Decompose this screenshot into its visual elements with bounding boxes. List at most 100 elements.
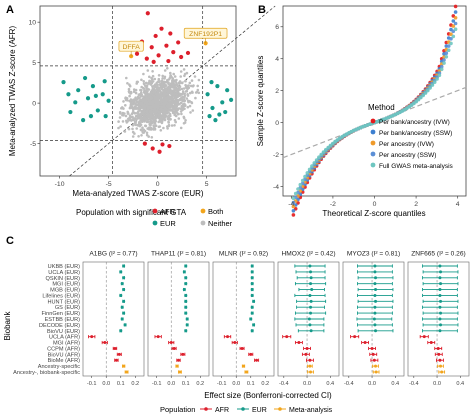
qq-point	[446, 48, 451, 52]
legend-eur-label: EUR	[160, 219, 176, 228]
effect-point	[438, 305, 442, 309]
legend-c-eur-label: EUR	[252, 407, 267, 414]
panel-b-y-ticks: -4 -2 0 2 4 6	[273, 24, 283, 191]
neither-point	[142, 72, 145, 76]
neither-point	[157, 94, 160, 97]
effect-point	[309, 370, 313, 374]
neither-point	[163, 99, 166, 102]
effect-point	[436, 346, 440, 350]
qq-point	[324, 147, 328, 152]
facet-strip	[83, 247, 144, 258]
effect-point	[308, 264, 312, 268]
neither-point	[139, 119, 143, 122]
facet-strip	[213, 247, 274, 258]
eur-point	[205, 92, 210, 97]
neither-point	[138, 103, 141, 106]
x-tick-label: 4	[456, 201, 460, 208]
legend-neither-swatch	[200, 220, 206, 226]
neither-point	[174, 114, 178, 118]
effect-point	[122, 264, 126, 268]
effect-point	[184, 311, 188, 315]
neither-point	[160, 81, 164, 85]
legend-eur-swatch	[152, 220, 158, 226]
effect-point	[120, 282, 124, 286]
afr-point	[145, 11, 150, 16]
effect-point	[440, 370, 444, 374]
neither-point	[163, 87, 167, 91]
neither-point	[173, 92, 176, 96]
neither-point	[138, 92, 142, 96]
biobank-row-label: Ancestry-, biobank-specific	[13, 370, 80, 376]
neither-point	[167, 121, 170, 124]
x-tick-label: -2	[330, 201, 336, 208]
afr-point	[157, 149, 162, 154]
neither-point	[170, 75, 173, 79]
neither-point	[140, 129, 143, 132]
y-tick-label: 5	[32, 60, 36, 67]
afr-point	[164, 43, 169, 48]
neither-point	[157, 100, 161, 104]
neither-point	[155, 97, 158, 100]
x-tick-label: 2	[414, 201, 418, 208]
qq-point	[298, 182, 303, 187]
qq-point	[453, 21, 458, 26]
x-tick-label: 0.1	[247, 381, 255, 387]
neither-point	[128, 94, 131, 98]
qq-point	[426, 88, 430, 93]
eur-point	[217, 112, 222, 117]
qq-point	[444, 55, 449, 59]
qq-point	[442, 58, 446, 62]
panel-b-label: B	[258, 4, 266, 16]
neither-point	[179, 101, 183, 105]
panel-c-row-labels: UKBB (EUR)UCLA (EUR)QSKIN (EUR)MGI (EUR)…	[13, 264, 80, 376]
neither-point	[193, 75, 197, 78]
biobank-row-label: UCLA (EUR)	[48, 270, 80, 276]
neither-point	[144, 91, 147, 94]
neither-point	[122, 100, 125, 103]
qq-point	[444, 51, 449, 55]
facet-frame	[342, 261, 405, 377]
effect-point	[371, 352, 375, 356]
effect-point	[156, 335, 160, 339]
neither-point	[165, 96, 168, 100]
neither-point	[127, 127, 131, 131]
qq-point	[453, 4, 458, 9]
qq-point	[310, 164, 314, 168]
neither-point	[178, 92, 181, 96]
x-tick-label: 0.4	[326, 381, 334, 387]
neither-point	[121, 120, 125, 123]
qq-point	[291, 213, 296, 217]
afr-point	[159, 26, 164, 31]
qq-point	[437, 73, 442, 78]
effect-point	[250, 311, 254, 315]
effect-point	[309, 276, 313, 280]
effect-point	[181, 352, 185, 356]
neither-point	[177, 81, 181, 84]
qq-point	[303, 174, 307, 179]
facet-strip	[343, 247, 404, 258]
neither-point	[157, 125, 161, 129]
effect-point	[374, 276, 378, 280]
neither-point	[142, 107, 145, 111]
effect-point	[123, 323, 127, 327]
neither-point	[162, 117, 166, 120]
x-tick-label: 0	[373, 201, 377, 208]
neither-point	[196, 88, 200, 92]
panel-a-label: A	[6, 4, 14, 16]
effect-point	[120, 317, 124, 321]
effect-point	[117, 352, 121, 356]
neither-point	[171, 83, 174, 86]
panel-b: B -4 -2 0 2 4 -4 -2 0 2 4 6 Theoretical Z-score q…	[256, 4, 467, 218]
neither-point	[180, 81, 184, 85]
neither-point	[194, 96, 197, 100]
neither-point	[135, 80, 139, 84]
qq-point	[451, 24, 456, 28]
panel-b-y-label: Sample Z-score quantiles	[256, 56, 265, 147]
legend-ivw-bank-swatch	[370, 118, 376, 124]
qq-point	[291, 196, 296, 201]
qq-point	[319, 152, 324, 157]
neither-point	[128, 91, 131, 94]
effect-point	[285, 335, 289, 339]
panel-b-x-label: Theoretical Z-score quantiles	[322, 209, 425, 218]
